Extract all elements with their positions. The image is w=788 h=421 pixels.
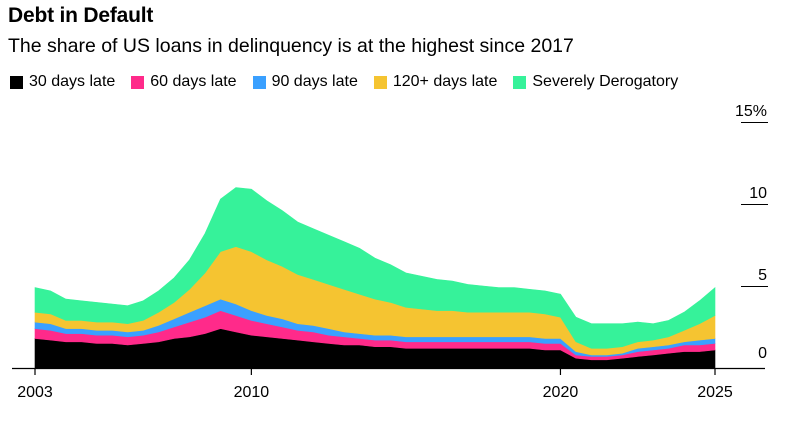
legend-label: 90 days late: [271, 73, 358, 90]
y-tick-label: 15%: [735, 103, 767, 120]
legend-swatch: [10, 75, 23, 89]
area-severely-derogatory: [34, 187, 716, 349]
legend-item-120-days: 120+ days late: [373, 73, 498, 91]
legend-swatch: [513, 75, 527, 89]
legend-label: 30 days late: [29, 73, 116, 90]
legend-label: 60 days late: [150, 73, 237, 90]
x-tick-label: 2020: [543, 384, 579, 401]
legend-label: Severely Derogatory: [532, 73, 679, 90]
y-tick-label: 0: [758, 345, 767, 362]
y-tick-label: 5: [758, 267, 767, 284]
legend-item-severely-derogatory: Severely Derogatory: [513, 73, 678, 91]
legend-label: 120+ days late: [392, 73, 498, 90]
x-tick-label: 2010: [234, 384, 270, 401]
legend-item-60-days: 60 days late: [131, 73, 237, 91]
legend-item-90-days: 90 days late: [252, 73, 358, 91]
legend-swatch: [373, 75, 387, 89]
chart-title: Debt in Default: [8, 4, 154, 27]
x-tick-label: 2025: [697, 384, 733, 401]
area-layers: [34, 187, 716, 369]
chart-subtitle: The share of US loans in delinquency is …: [8, 35, 574, 57]
legend-swatch: [131, 75, 145, 89]
y-tick-label: 10: [749, 185, 767, 202]
legend: 30 days late 60 days late 90 days late 1…: [10, 73, 694, 91]
x-tick-label: 2003: [17, 384, 53, 401]
legend-swatch: [252, 75, 266, 89]
legend-item-30-days: 30 days late: [10, 73, 115, 91]
